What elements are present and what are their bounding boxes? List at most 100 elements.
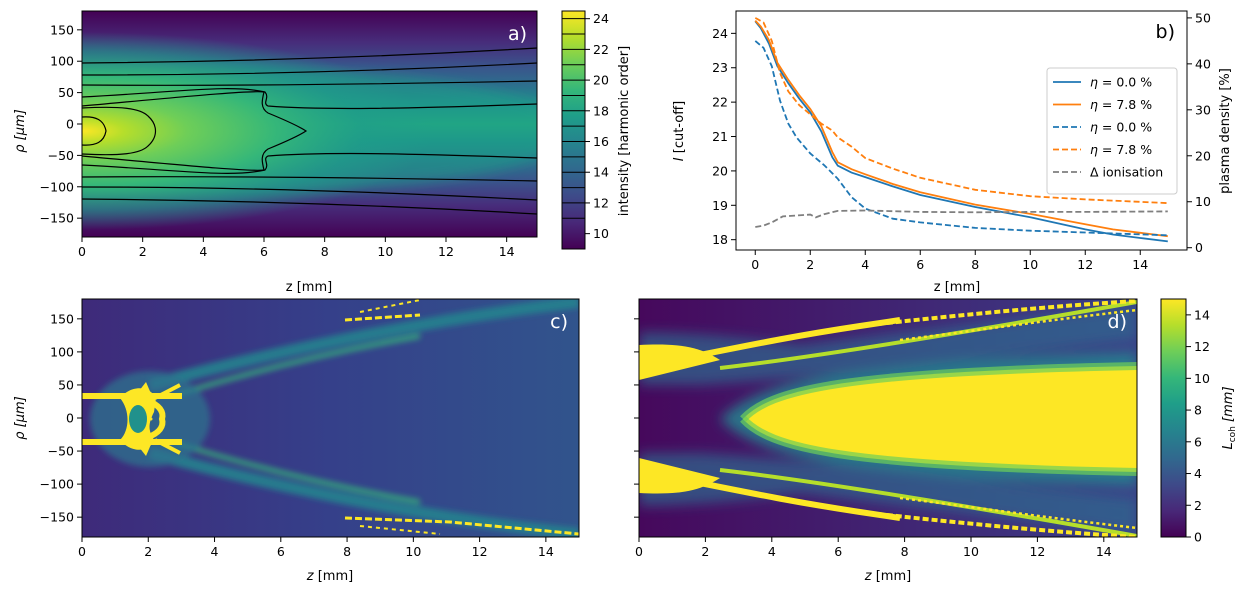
y-tick-label: −150 [40, 211, 74, 226]
y-tick-label: −100 [40, 179, 74, 194]
x-tick-label: 8 [343, 544, 351, 559]
y-tick-label: 0 [66, 411, 74, 426]
series-line-2 [754, 40, 1168, 237]
y-tick-label: 50 [58, 377, 74, 392]
series-line-4 [755, 209, 1168, 228]
x-tick-label: 6 [260, 244, 268, 259]
legend-entry: η = 0.0 % [1090, 75, 1152, 90]
x-tick-label: 14 [499, 244, 515, 259]
panel-b-legend: η = 0.0 % η = 7.8 % η = 0.0 % η = 7.8 % Δ io… [1046, 67, 1178, 195]
y-right-tick-label: 10 [1195, 194, 1211, 209]
panel-c-bright-features [82, 299, 579, 536]
cbar-d-tick-label: 0 [1194, 530, 1202, 545]
cbar-d-tick-label: 6 [1194, 434, 1202, 449]
cbar-a-tick-label: 20 [593, 73, 609, 88]
y-tick-label: −100 [40, 477, 74, 492]
y-right-tick-label: 30 [1195, 102, 1211, 117]
x-tick-label: 10 [377, 244, 393, 259]
colorbar-a: 10 12 14 16 18 20 22 24 intensity [harmonic ord… [561, 10, 632, 250]
panel-c-ylabel: ρ [μm] [13, 396, 28, 439]
series-line-1 [754, 19, 1168, 238]
y-tick-label: 22 [712, 95, 728, 110]
y-tick-label: 24 [712, 26, 728, 41]
legend-entry: η = 7.8 % [1090, 142, 1152, 157]
x-tick-label: 14 [1096, 544, 1112, 559]
panel-a-ylabel: ρ [μm] [13, 109, 28, 152]
panel-c-xlabel: z [mm] [306, 569, 353, 584]
x-tick-label: 0 [751, 257, 759, 272]
x-tick-label: 8 [971, 257, 979, 272]
x-tick-label: 10 [1022, 257, 1038, 272]
colorbar-d-ticks: 0 2 4 6 8 10 12 14 [1186, 307, 1210, 545]
panel-b-label: b) [1156, 21, 1175, 43]
panel-d-ticks: 0 2 4 6 8 10 12 14 [634, 318, 1112, 559]
x-tick-label: 6 [834, 544, 842, 559]
colorbar-a-ticks: 10 12 14 16 18 20 22 24 [585, 11, 609, 241]
cbar-d-tick-label: 4 [1194, 466, 1202, 481]
colorbar-d: 0 2 4 6 8 10 12 14 Lcoh [mm] [1160, 298, 1238, 545]
cbar-a-tick-label: 24 [593, 11, 609, 26]
x-tick-label: 12 [1077, 257, 1093, 272]
y-tick-label: 20 [712, 163, 728, 178]
y-tick-label: 100 [50, 344, 74, 359]
panel-a-xlabel: z [mm] [286, 280, 332, 295]
panel-d-label: d) [1108, 311, 1127, 333]
cbar-d-tick-label: 10 [1194, 371, 1210, 386]
colorbar-a-contour-lines [562, 18, 585, 219]
x-tick-label: 2 [701, 544, 709, 559]
panel-c-heatmap: c) [82, 299, 579, 537]
panel-d-bright-features [639, 299, 1137, 537]
x-tick-label: 8 [901, 544, 909, 559]
x-tick-label: 0 [635, 544, 643, 559]
y-right-tick-label: 20 [1195, 148, 1211, 163]
x-tick-label: 8 [321, 244, 329, 259]
y-right-tick-label: 40 [1195, 56, 1211, 71]
panel-d-heatmap: d) [639, 299, 1137, 537]
x-tick-label: 14 [1132, 257, 1148, 272]
x-tick-label: 10 [963, 544, 979, 559]
legend-entry: Δ ionisation [1090, 165, 1163, 180]
y-tick-label: 50 [58, 85, 74, 100]
y-tick-label: 18 [712, 232, 728, 247]
panel-c-label: c) [550, 311, 568, 333]
panel-a-heatmap: a) [82, 11, 537, 237]
x-tick-label: 12 [1029, 544, 1045, 559]
colorbar-d-label: Lcoh [mm] [1221, 386, 1238, 449]
x-tick-label: 0 [78, 544, 86, 559]
y-right-tick-label: 50 [1195, 10, 1211, 25]
panel-b-ylabel-right: plasma density [%] [1218, 68, 1233, 194]
x-tick-label: 6 [277, 544, 285, 559]
x-tick-label: 2 [139, 244, 147, 259]
panel-b-xlabel: z [mm] [934, 280, 980, 295]
x-tick-label: 4 [199, 244, 207, 259]
cbar-d-tick-label: 12 [1194, 339, 1210, 354]
panel-b-ylabel: I [cut-off] [672, 101, 687, 161]
cbar-a-tick-label: 18 [593, 103, 609, 118]
panel-a-contours [82, 47, 537, 215]
x-tick-label: 4 [861, 257, 869, 272]
y-tick-label: −50 [48, 148, 74, 163]
y-tick-label: −50 [48, 444, 74, 459]
x-tick-label: 14 [538, 544, 554, 559]
y-tick-label: 150 [50, 22, 74, 37]
x-tick-label: 12 [472, 544, 488, 559]
y-tick-label: 21 [712, 129, 728, 144]
cbar-a-tick-label: 10 [593, 226, 609, 241]
panel-a: a) 0 2 4 6 8 10 12 14 150 100 50 0 −50 −100 −150 z [mm… [13, 10, 538, 295]
x-tick-label: 2 [144, 544, 152, 559]
x-tick-label: 6 [916, 257, 924, 272]
x-tick-label: 12 [438, 244, 454, 259]
legend-entry: η = 0.0 % [1090, 120, 1152, 135]
y-tick-label: 150 [50, 311, 74, 326]
cbar-d-tick-label: 14 [1194, 307, 1210, 322]
y-tick-label: 0 [66, 117, 74, 132]
y-tick-label: 23 [712, 60, 728, 75]
x-tick-label: 10 [405, 544, 421, 559]
y-right-tick-label: 0 [1195, 240, 1203, 255]
panel-c: c) 0 2 4 6 8 10 12 14 150 100 50 0 −50 −100 −150 z [mm… [13, 298, 580, 584]
cbar-a-tick-label: 14 [593, 165, 609, 180]
x-tick-label: 2 [806, 257, 814, 272]
